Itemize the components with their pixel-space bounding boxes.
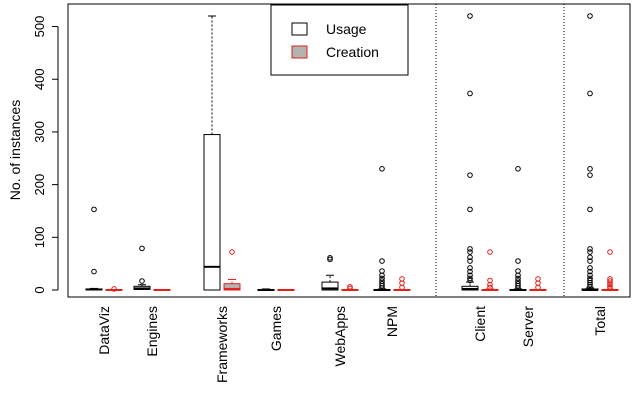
group-webapps — [321, 255, 359, 292]
usage-client-outlier-11 — [467, 90, 473, 97]
creation-total-outlier-4 — [607, 278, 613, 284]
usage-dataviz-outlier-0 — [91, 268, 97, 275]
creation-npm-outlier-2 — [399, 276, 405, 282]
usage-npm-outlier-7 — [379, 258, 385, 264]
y-tick-label-500: 500 — [32, 16, 47, 38]
x-label-games: Games — [268, 306, 284, 351]
legend-box — [270, 4, 409, 76]
usage-npm-outlier-3 — [379, 278, 385, 284]
usage-client-outlier-7 — [467, 249, 473, 255]
usage-client-outlier-12 — [467, 13, 473, 19]
y-tick-label-200: 200 — [32, 174, 47, 196]
usage-total-outlier-6 — [587, 268, 593, 275]
x-label-client: Client — [472, 306, 488, 342]
boxes-layer — [85, 13, 619, 292]
creation-dataviz-outlier-0 — [111, 286, 117, 292]
usage-total-outlier-8 — [587, 258, 593, 264]
usage-server-outlier-3 — [515, 278, 521, 284]
creation-total-outlier-6 — [607, 249, 613, 255]
legend-swatch-creation — [291, 45, 308, 59]
x-label-frameworks: Frameworks — [214, 306, 230, 383]
usage-client-outlier-10 — [467, 172, 473, 178]
usage-client-outlier-2 — [467, 272, 473, 279]
x-label-npm: NPM — [384, 306, 400, 337]
x-label-dataviz: DataViz — [96, 306, 112, 355]
usage-client-outlier-8 — [467, 246, 473, 252]
usage-total-outlier-9 — [587, 254, 593, 261]
usage-server-outlier-4 — [515, 275, 521, 282]
group-separators — [435, 4, 565, 297]
usage-engines-outlier-0 — [139, 278, 145, 284]
creation-client-outlier-2 — [487, 277, 493, 284]
y-tick-label-0: 0 — [32, 286, 47, 293]
group-total — [581, 13, 619, 292]
usage-total-outlier-16 — [587, 13, 593, 19]
legend-label-creation: Creation — [326, 44, 379, 60]
group-npm — [373, 166, 411, 291]
usage-client-outlier-1 — [467, 275, 473, 282]
creation-frameworks-box — [223, 283, 241, 291]
usage-server-outlier-2 — [515, 280, 521, 287]
legend: Usage Creation — [270, 4, 409, 76]
creation-client-outlier-3 — [487, 249, 493, 255]
usage-webapps-outlier-1 — [327, 255, 333, 261]
group-games — [257, 288, 295, 291]
usage-total-outlier-3 — [587, 277, 593, 284]
usage-npm-outlier-6 — [379, 268, 385, 274]
usage-client-outlier-0 — [467, 277, 473, 284]
y-axis: 0 100 200 300 400 500 — [32, 16, 59, 294]
x-label-webapps: WebApps — [332, 306, 348, 366]
usage-total-outlier-10 — [587, 249, 593, 255]
creation-webapps-outlier-1 — [347, 284, 353, 290]
group-engines — [133, 245, 171, 291]
usage-npm-outlier-2 — [379, 280, 385, 287]
group-dataviz — [85, 206, 123, 292]
y-axis-label: No. of instances — [7, 100, 23, 200]
x-axis-labels: DataViz Engines Frameworks Games WebApps NPM C… — [96, 306, 608, 383]
usage-server-outlier-8 — [515, 166, 521, 172]
group-client — [461, 13, 499, 291]
x-label-engines: Engines — [144, 306, 160, 357]
legend-swatch-usage — [291, 22, 308, 36]
usage-client-outlier-5 — [467, 258, 473, 264]
usage-total-outlier-15 — [587, 90, 593, 97]
y-tick-label-300: 300 — [32, 121, 47, 143]
usage-client-outlier-4 — [467, 265, 473, 271]
creation-total-outlier-1 — [607, 284, 613, 290]
usage-dataviz-outlier-1 — [91, 206, 97, 213]
usage-client-outlier-6 — [467, 254, 473, 261]
group-frameworks — [203, 15, 241, 291]
legend-label-usage: Usage — [326, 21, 367, 37]
usage-total-outlier-13 — [587, 172, 593, 178]
usage-client-outlier-9 — [467, 206, 473, 213]
usage-engines-outlier-1 — [139, 245, 145, 252]
usage-total-outlier-4 — [587, 275, 593, 282]
x-label-total: Total — [592, 306, 608, 336]
creation-total-outlier-5 — [607, 276, 613, 282]
creation-client-outlier-0 — [487, 284, 493, 291]
usage-npm-outlier-8 — [379, 166, 385, 172]
usage-total-outlier-7 — [587, 265, 593, 271]
usage-client-outlier-3 — [467, 268, 473, 275]
creation-server-outlier-2 — [535, 276, 541, 282]
x-label-server: Server — [520, 306, 536, 348]
creation-frameworks-outlier-0 — [229, 249, 235, 255]
usage-total-outlier-5 — [587, 272, 593, 279]
usage-webapps-box — [321, 281, 339, 291]
group-server — [509, 166, 547, 291]
usage-server-outlier-7 — [515, 258, 521, 264]
usage-total-outlier-12 — [587, 206, 593, 213]
plot-frame — [67, 3, 631, 298]
y-tick-label-100: 100 — [32, 226, 47, 248]
usage-frameworks-box — [203, 134, 221, 291]
usage-total-outlier-11 — [587, 246, 593, 252]
usage-server-outlier-6 — [515, 268, 521, 274]
usage-npm-outlier-4 — [379, 275, 385, 282]
usage-total-outlier-14 — [587, 166, 593, 172]
y-tick-label-400: 400 — [32, 68, 47, 90]
